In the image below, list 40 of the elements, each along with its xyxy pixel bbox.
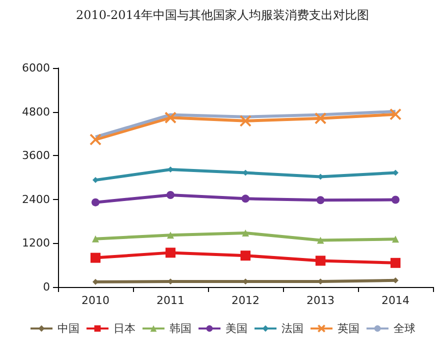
point bbox=[240, 114, 252, 127]
point bbox=[242, 229, 249, 236]
x-tick-label: 2010 bbox=[82, 294, 110, 307]
point bbox=[90, 134, 102, 146]
point bbox=[242, 194, 250, 203]
legend-label: 英国 bbox=[338, 322, 360, 335]
x-tick-label: 2012 bbox=[232, 294, 260, 307]
point bbox=[392, 236, 399, 243]
legend-label: 韩国 bbox=[170, 322, 192, 335]
legend-label: 中国 bbox=[58, 322, 80, 335]
point bbox=[316, 196, 324, 204]
point bbox=[390, 108, 402, 120]
y-tick-label: 2400 bbox=[22, 192, 50, 206]
legend-label: 美国 bbox=[226, 322, 248, 335]
line-series bbox=[94, 110, 397, 138]
y-tick-label: 0 bbox=[43, 280, 50, 294]
point bbox=[240, 250, 250, 261]
x-tick-label: 2013 bbox=[306, 294, 334, 307]
legend-label: 法国 bbox=[282, 322, 304, 335]
point bbox=[166, 248, 176, 258]
point bbox=[314, 112, 326, 124]
y-tick-label: 3600 bbox=[22, 149, 50, 162]
chart-title: 2010-2014年中国与其他国家人均服装消费支出对比图 bbox=[76, 8, 370, 22]
point bbox=[316, 256, 326, 266]
point bbox=[390, 258, 400, 268]
point bbox=[317, 236, 324, 244]
point bbox=[166, 191, 174, 200]
y-tick-label: 6000 bbox=[22, 62, 50, 74]
point bbox=[92, 198, 100, 206]
point bbox=[164, 112, 176, 124]
x-tick-label: 2014 bbox=[382, 294, 410, 307]
legend-label: 日本 bbox=[114, 322, 136, 335]
y-tick-label: 1200 bbox=[22, 236, 50, 250]
x-tick-label: 2011 bbox=[156, 294, 184, 307]
point bbox=[90, 252, 100, 263]
legend-label: 全球 bbox=[394, 322, 416, 335]
point bbox=[392, 196, 400, 204]
point bbox=[167, 232, 174, 239]
y-tick-label: 4800 bbox=[22, 105, 50, 118]
point bbox=[92, 235, 99, 242]
